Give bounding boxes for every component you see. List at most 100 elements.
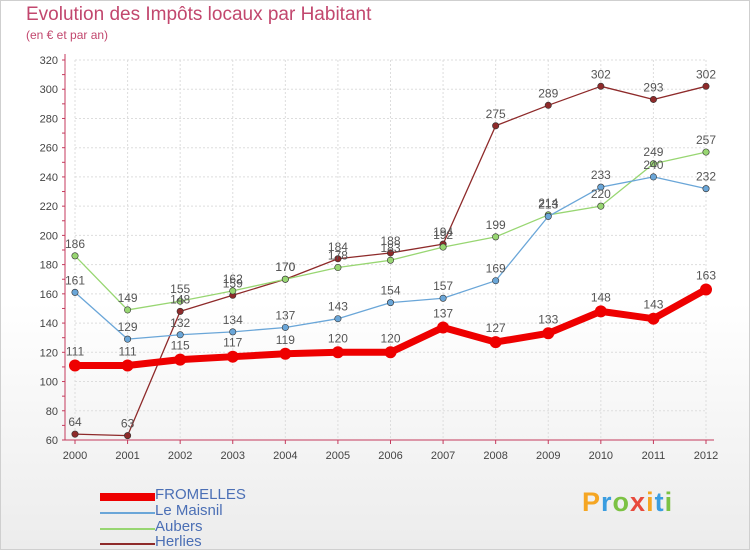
data-label-le-maisnil: 132 — [170, 316, 190, 330]
y-tick-label: 120 — [40, 347, 58, 359]
data-point-fromelles — [226, 350, 239, 363]
x-tick-label: 2000 — [63, 450, 87, 462]
data-point-le-maisnil — [544, 212, 552, 220]
data-label-aubers: 162 — [223, 272, 243, 286]
x-tick-label: 2012 — [694, 450, 718, 462]
x-tick-label: 2009 — [536, 450, 560, 462]
data-point-fromelles — [174, 353, 187, 366]
data-point-le-maisnil — [597, 183, 605, 191]
data-label-aubers: 249 — [643, 145, 663, 159]
data-point-herlies — [71, 430, 79, 438]
data-label-le-maisnil: 213 — [538, 197, 558, 211]
data-point-aubers — [229, 287, 237, 295]
data-point-aubers — [597, 202, 605, 210]
data-point-aubers — [281, 275, 289, 283]
data-label-herlies: 148 — [170, 292, 190, 306]
data-label-fromelles: 120 — [328, 331, 348, 345]
data-label-herlies: 64 — [68, 415, 82, 429]
legend-label-le-maisnil: Le Maisnil — [155, 502, 223, 519]
x-tick-label: 2008 — [483, 450, 507, 462]
y-tick-label: 180 — [40, 260, 58, 272]
y-tick-label: 60 — [46, 435, 58, 447]
y-tick-label: 260 — [40, 143, 58, 155]
x-tick-label: 2003 — [221, 450, 245, 462]
data-point-herlies — [649, 95, 657, 103]
y-tick-label: 140 — [40, 318, 58, 330]
data-label-aubers: 155 — [170, 282, 190, 296]
data-label-fromelles: 143 — [643, 298, 663, 312]
data-point-fromelles — [279, 347, 292, 360]
data-label-fromelles: 133 — [538, 312, 558, 326]
y-tick-label: 80 — [46, 406, 58, 418]
data-label-herlies: 159 — [223, 276, 243, 290]
data-label-fromelles: 137 — [433, 306, 453, 320]
data-label-aubers: 170 — [275, 260, 295, 274]
data-point-herlies — [124, 432, 132, 440]
x-tick-label: 2002 — [168, 450, 192, 462]
data-point-fromelles — [331, 346, 344, 359]
data-point-le-maisnil — [124, 335, 132, 343]
data-point-aubers — [702, 148, 710, 156]
legend-swatch-fromelles — [100, 493, 155, 501]
x-tick-label: 2011 — [642, 450, 666, 462]
data-label-aubers: 183 — [380, 241, 400, 255]
data-label-le-maisnil: 154 — [380, 284, 400, 298]
data-label-aubers: 178 — [328, 249, 348, 263]
data-point-le-maisnil — [702, 185, 710, 193]
data-point-fromelles — [647, 312, 660, 325]
data-label-fromelles: 163 — [696, 268, 716, 282]
data-point-le-maisnil — [492, 277, 500, 285]
data-point-fromelles — [437, 321, 450, 334]
data-point-le-maisnil — [649, 173, 657, 181]
y-tick-label: 280 — [40, 113, 58, 125]
data-point-le-maisnil — [386, 299, 394, 307]
logo-letter: r — [601, 487, 613, 517]
data-label-aubers: 220 — [591, 187, 611, 201]
x-tick-label: 2004 — [273, 450, 297, 462]
legend-label-herlies: Herlies — [155, 533, 202, 550]
data-point-fromelles — [489, 336, 502, 349]
data-label-herlies: 302 — [696, 67, 716, 81]
x-tick-label: 2007 — [431, 450, 455, 462]
chart-title: Evolution des Impôts locaux par Habitant — [26, 4, 372, 25]
x-tick-label: 2001 — [115, 450, 139, 462]
data-label-le-maisnil: 232 — [696, 170, 716, 184]
data-point-herlies — [386, 249, 394, 257]
data-label-le-maisnil: 157 — [433, 279, 453, 293]
legend-swatch-le-maisnil — [100, 512, 155, 514]
data-point-aubers — [649, 160, 657, 168]
data-point-aubers — [71, 252, 79, 260]
logo-letter: P — [582, 487, 602, 517]
data-point-le-maisnil — [281, 323, 289, 331]
data-label-aubers: 257 — [696, 133, 716, 147]
data-point-fromelles — [700, 283, 712, 296]
data-label-fromelles: 115 — [171, 339, 190, 353]
data-point-herlies — [544, 101, 552, 109]
data-point-le-maisnil — [71, 288, 79, 296]
data-point-le-maisnil — [229, 328, 237, 336]
y-tick-label: 220 — [40, 201, 58, 213]
data-label-herlies: 184 — [328, 240, 348, 254]
data-label-le-maisnil: 143 — [328, 300, 348, 314]
logo-letter: x — [630, 487, 647, 517]
data-point-le-maisnil — [176, 331, 184, 339]
logo-letter: o — [612, 487, 631, 517]
data-point-le-maisnil — [334, 315, 342, 323]
data-label-fromelles: 148 — [591, 290, 611, 304]
data-label-fromelles: 120 — [380, 331, 400, 345]
logo-letter: i — [646, 487, 655, 517]
data-point-aubers — [176, 297, 184, 305]
data-point-herlies — [334, 255, 342, 263]
proxiti-logo: Proxiti — [582, 487, 673, 518]
data-point-aubers — [439, 243, 447, 251]
y-tick-label: 320 — [40, 55, 58, 67]
data-label-le-maisnil: 137 — [275, 308, 295, 322]
logo-letter: i — [664, 487, 674, 517]
data-label-fromelles: 111 — [66, 344, 85, 358]
data-point-herlies — [492, 122, 500, 130]
data-point-fromelles — [121, 359, 134, 372]
y-tick-label: 160 — [40, 289, 58, 301]
data-label-le-maisnil: 240 — [643, 158, 663, 172]
